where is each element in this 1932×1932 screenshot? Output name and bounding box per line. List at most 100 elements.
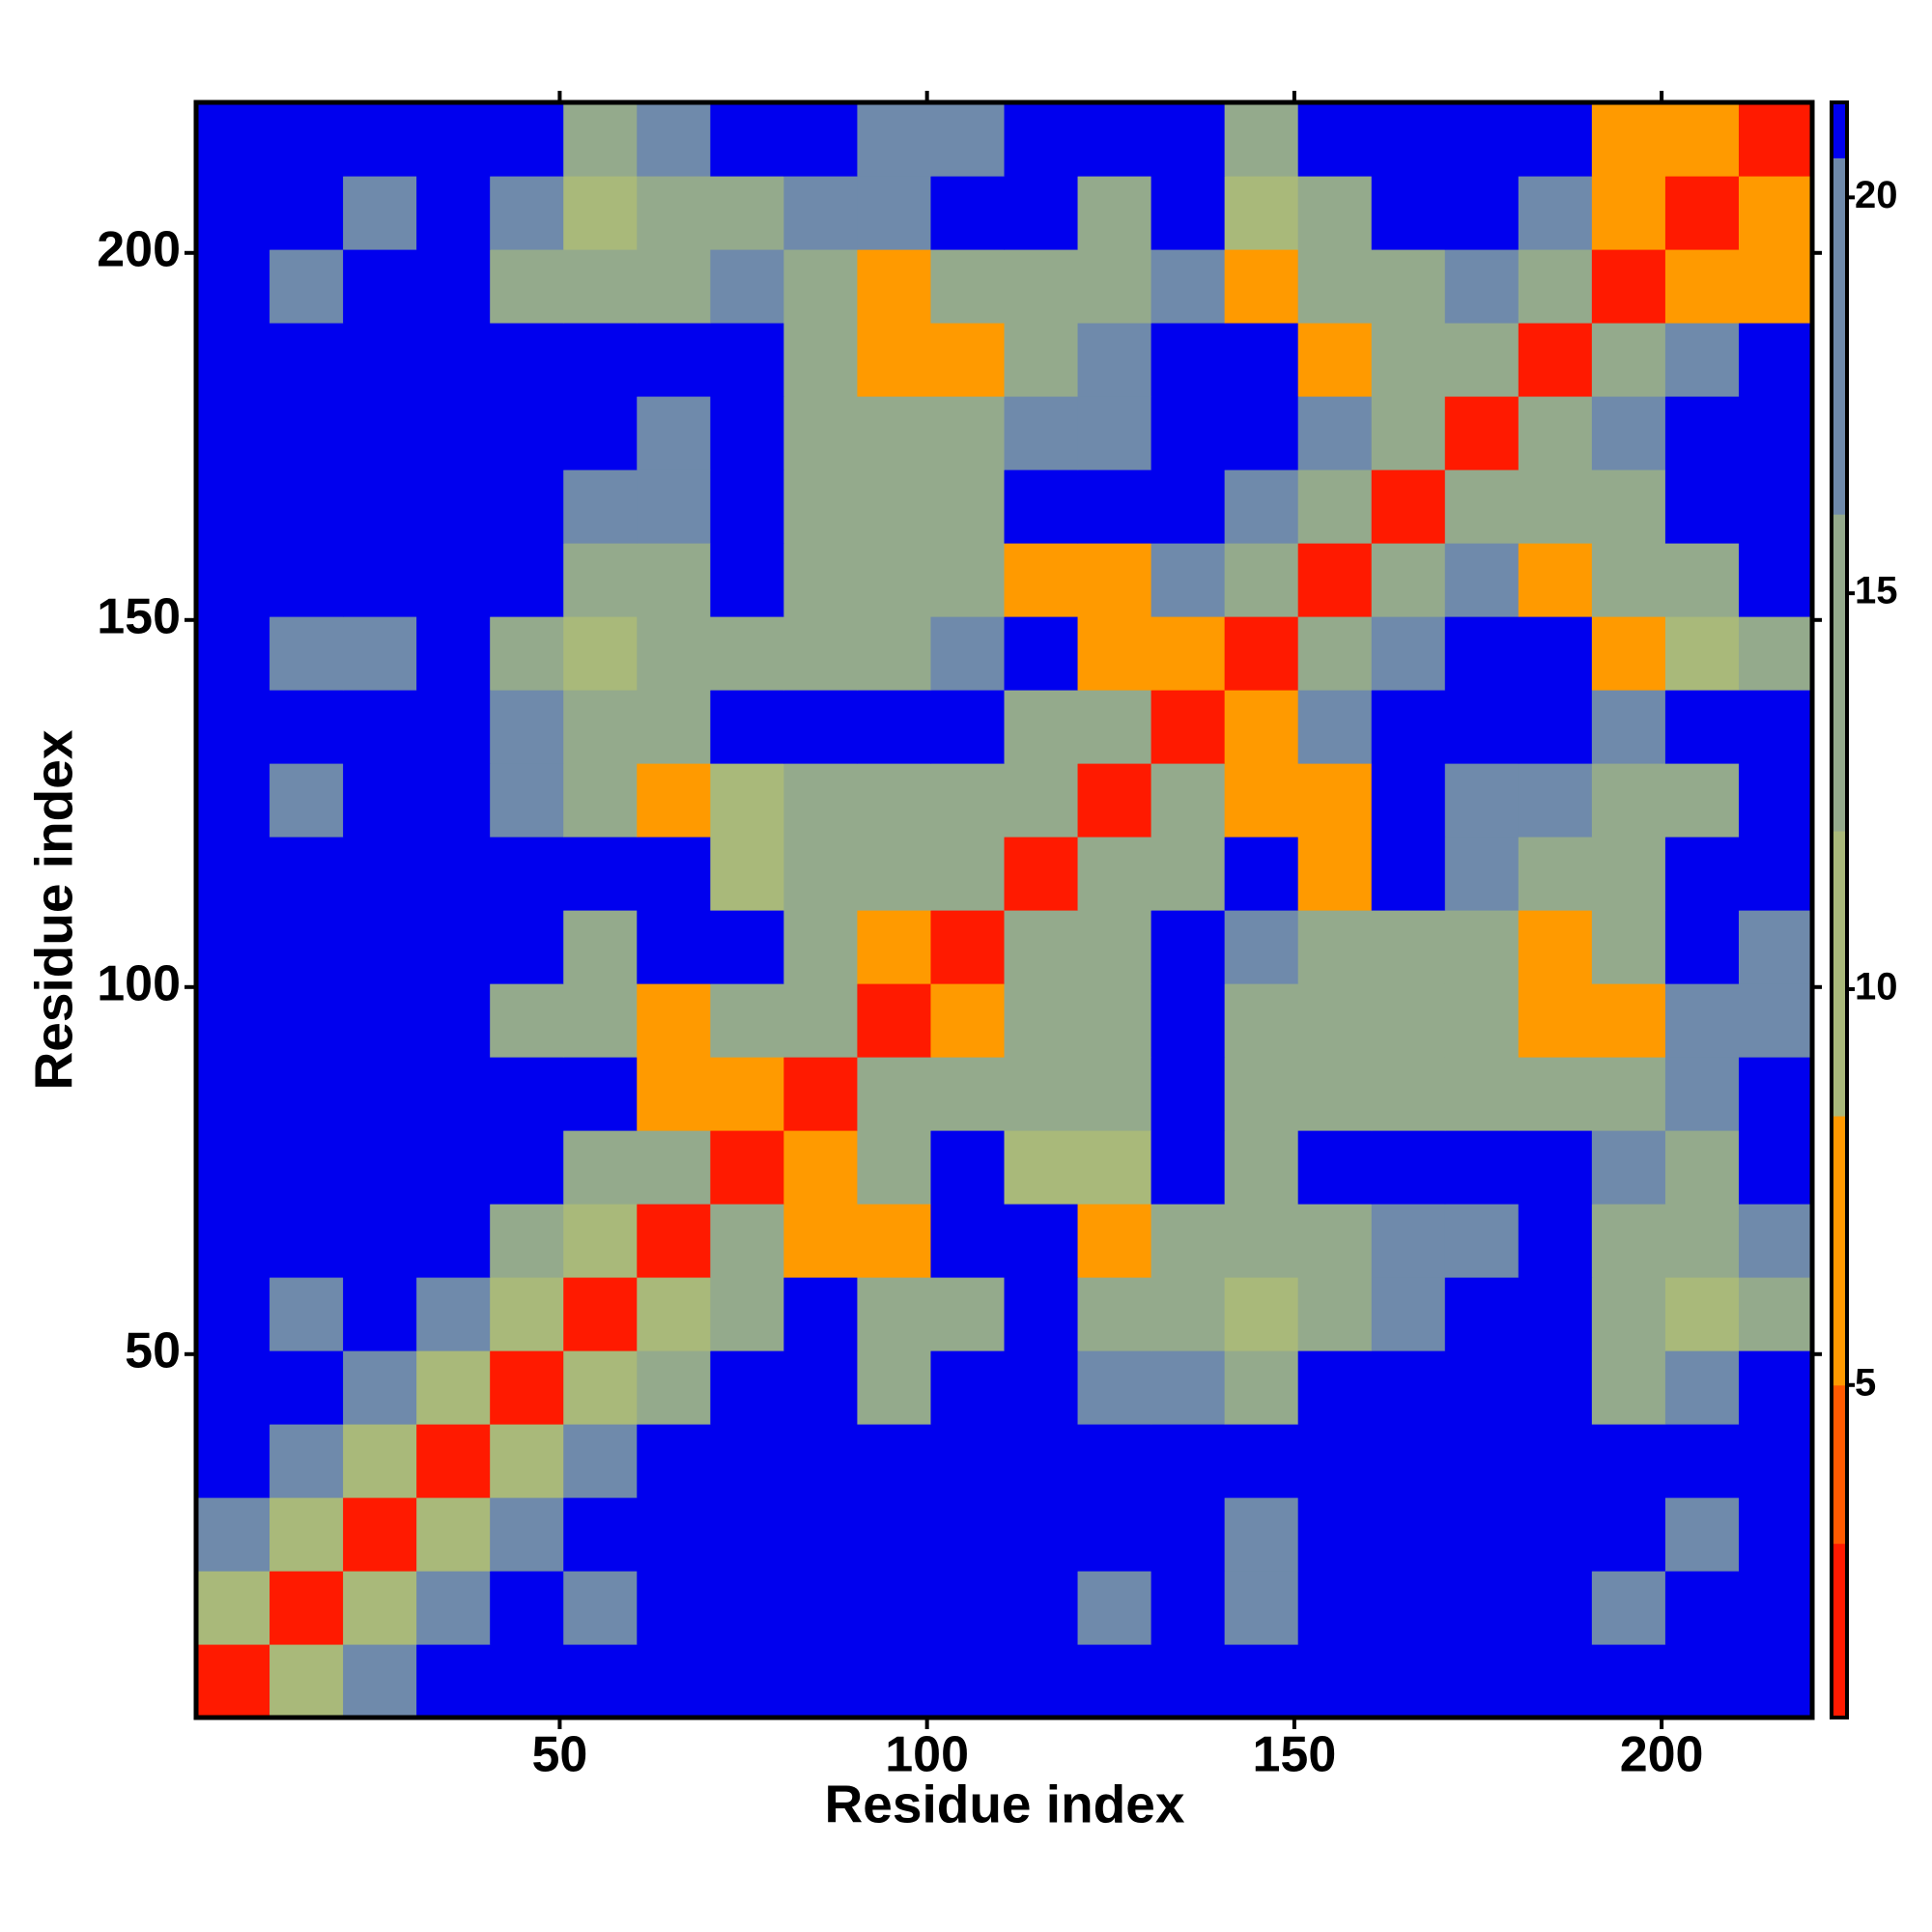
colorbar-segment	[1832, 831, 1847, 1117]
heatmap-cell	[343, 1204, 417, 1278]
heatmap-cell	[1518, 837, 1593, 911]
heatmap-cell	[490, 249, 564, 324]
heatmap-cell	[1738, 1497, 1813, 1572]
heatmap-cell	[270, 616, 344, 691]
heatmap-cell	[1004, 837, 1079, 911]
heatmap-cell	[637, 763, 711, 838]
heatmap-cell	[710, 983, 784, 1058]
heatmap-cell	[930, 1057, 1006, 1131]
heatmap-cell	[1371, 763, 1446, 838]
heatmap-cell	[1591, 396, 1666, 470]
heatmap-cell	[783, 102, 859, 177]
heatmap-cell	[637, 1130, 711, 1205]
heatmap-cell	[270, 983, 344, 1058]
heatmap-cell	[710, 1277, 784, 1351]
heatmap-cell	[710, 690, 784, 764]
heatmap-cell	[1297, 1057, 1373, 1131]
heatmap-cell	[1297, 323, 1373, 397]
heatmap-cell	[1151, 690, 1226, 764]
heatmap-cell	[196, 249, 270, 324]
heatmap-cell	[1738, 323, 1813, 397]
heatmap-cell	[1664, 1277, 1740, 1351]
colorbar-segment	[1832, 102, 1847, 158]
heatmap-cell	[783, 543, 859, 617]
heatmap-cell	[857, 837, 932, 911]
heatmap-cell	[490, 396, 564, 470]
heatmap-cell	[783, 1277, 859, 1351]
heatmap-cell	[637, 396, 711, 470]
heatmap-cell	[1004, 176, 1079, 250]
heatmap-cell	[563, 616, 638, 691]
heatmap-cell	[1371, 616, 1446, 691]
heatmap-cell	[930, 763, 1006, 838]
heatmap-cell	[857, 1644, 932, 1719]
heatmap-cell	[1224, 1350, 1299, 1425]
heatmap-cell	[857, 1057, 932, 1131]
heatmap-cell	[416, 1204, 491, 1278]
heatmap-cell	[563, 1571, 638, 1645]
heatmap-cell	[637, 1204, 711, 1278]
axes: 50 100 150 200 50 100 150 200	[97, 91, 1822, 1783]
heatmap-cell	[1591, 102, 1666, 177]
heatmap-cell	[1371, 1130, 1446, 1205]
heatmap-cell	[343, 763, 417, 838]
heatmap-cell	[1444, 763, 1520, 838]
heatmap-cell	[637, 543, 711, 617]
heatmap-cell	[1444, 249, 1520, 324]
heatmap-cell	[857, 543, 932, 617]
heatmap-cell	[1151, 910, 1226, 984]
y-tick-label: 50	[125, 1323, 181, 1379]
heatmap-cell	[1297, 983, 1373, 1058]
heatmap-cell	[637, 616, 711, 691]
heatmap-cell	[270, 1497, 344, 1572]
heatmap-cell	[270, 1130, 344, 1205]
heatmap-cell	[637, 102, 711, 177]
heatmap-cell	[1371, 1571, 1446, 1645]
heatmap-cell	[270, 1350, 344, 1425]
heatmap-cell	[710, 469, 784, 544]
colorbar: 5 10 15 20	[1830, 100, 1898, 1719]
heatmap-cell	[1371, 1497, 1446, 1572]
heatmap-cell	[196, 983, 270, 1058]
heatmap-cell	[490, 1424, 564, 1498]
heatmap-cell	[1151, 323, 1226, 397]
heatmap-cell	[1444, 396, 1520, 470]
heatmap-cell	[930, 690, 1006, 764]
heatmap-cell	[1444, 469, 1520, 544]
heatmap-cell	[1004, 543, 1079, 617]
heatmap-cell	[1224, 323, 1299, 397]
heatmap-cell	[857, 396, 932, 470]
x-tick-label: 150	[1252, 1727, 1336, 1783]
heatmap-cell	[1297, 616, 1373, 691]
heatmap-cell	[416, 543, 491, 617]
heatmap-cell	[490, 837, 564, 911]
heatmap-cell	[490, 983, 564, 1058]
heatmap-cell	[490, 1130, 564, 1205]
heatmap-cell	[563, 983, 638, 1058]
heatmap-cell	[1004, 1277, 1079, 1351]
heatmap-cell	[563, 102, 638, 177]
heatmap-cell	[1151, 1350, 1226, 1425]
heatmap-cell	[343, 837, 417, 911]
heatmap-cell	[490, 176, 564, 250]
heatmap-cell	[637, 983, 711, 1058]
heatmap-cell	[1004, 1204, 1079, 1278]
heatmap-cell	[710, 1057, 784, 1131]
heatmap-cell	[196, 469, 270, 544]
heatmap-cell	[1738, 690, 1813, 764]
heatmap-cell	[783, 1424, 859, 1498]
heatmap-cell	[1224, 763, 1299, 838]
heatmap-cell	[1518, 249, 1593, 324]
heatmap-cell	[1077, 1130, 1152, 1205]
heatmap-cell	[1518, 983, 1593, 1058]
heatmap-cell	[1077, 469, 1152, 544]
heatmap-cell	[710, 1497, 784, 1572]
heatmap-cell	[270, 837, 344, 911]
heatmap-cell	[930, 983, 1006, 1058]
heatmap-cell	[1077, 616, 1152, 691]
heatmap-cell	[857, 1204, 932, 1278]
heatmap-cell	[1151, 1424, 1226, 1498]
heatmap-cell	[563, 543, 638, 617]
heatmap-cell	[857, 1350, 932, 1425]
